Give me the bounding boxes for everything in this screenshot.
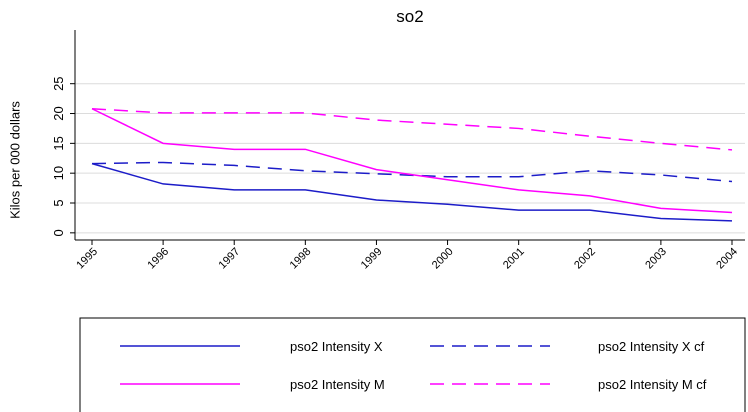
legend-label: pso2 Intensity M cf bbox=[598, 377, 707, 392]
y-tick-label: 10 bbox=[51, 166, 66, 180]
y-tick-label: 15 bbox=[51, 136, 66, 150]
x-tick-label: 1998 bbox=[288, 246, 314, 272]
x-tick-label: 1999 bbox=[359, 246, 385, 272]
legend-label: pso2 Intensity X bbox=[290, 339, 383, 354]
x-tick-label: 2000 bbox=[430, 246, 456, 272]
x-tick-label: 2003 bbox=[643, 246, 669, 272]
x-tick-label: 1995 bbox=[74, 246, 100, 272]
y-tick-label: 0 bbox=[51, 229, 66, 236]
legend-label: pso2 Intensity M bbox=[290, 377, 385, 392]
x-tick-label: 2004 bbox=[714, 246, 740, 272]
chart-title: so2 bbox=[396, 7, 423, 26]
y-tick-label: 20 bbox=[51, 106, 66, 120]
series-line bbox=[91, 162, 733, 222]
x-tick-label: 1997 bbox=[217, 246, 243, 272]
y-tick-label: 25 bbox=[51, 76, 66, 90]
y-axis-label: Kilos per 000 dollars bbox=[7, 101, 22, 219]
series-line bbox=[91, 108, 733, 214]
series-line bbox=[91, 161, 733, 183]
x-tick-label: 2001 bbox=[501, 246, 527, 272]
y-tick-label: 5 bbox=[51, 199, 66, 206]
x-tick-label: 1996 bbox=[145, 246, 171, 272]
x-tick-label: 2002 bbox=[572, 246, 598, 272]
legend-label: pso2 Intensity X cf bbox=[598, 339, 705, 354]
series-line bbox=[91, 108, 733, 151]
legend-box bbox=[79, 317, 746, 412]
